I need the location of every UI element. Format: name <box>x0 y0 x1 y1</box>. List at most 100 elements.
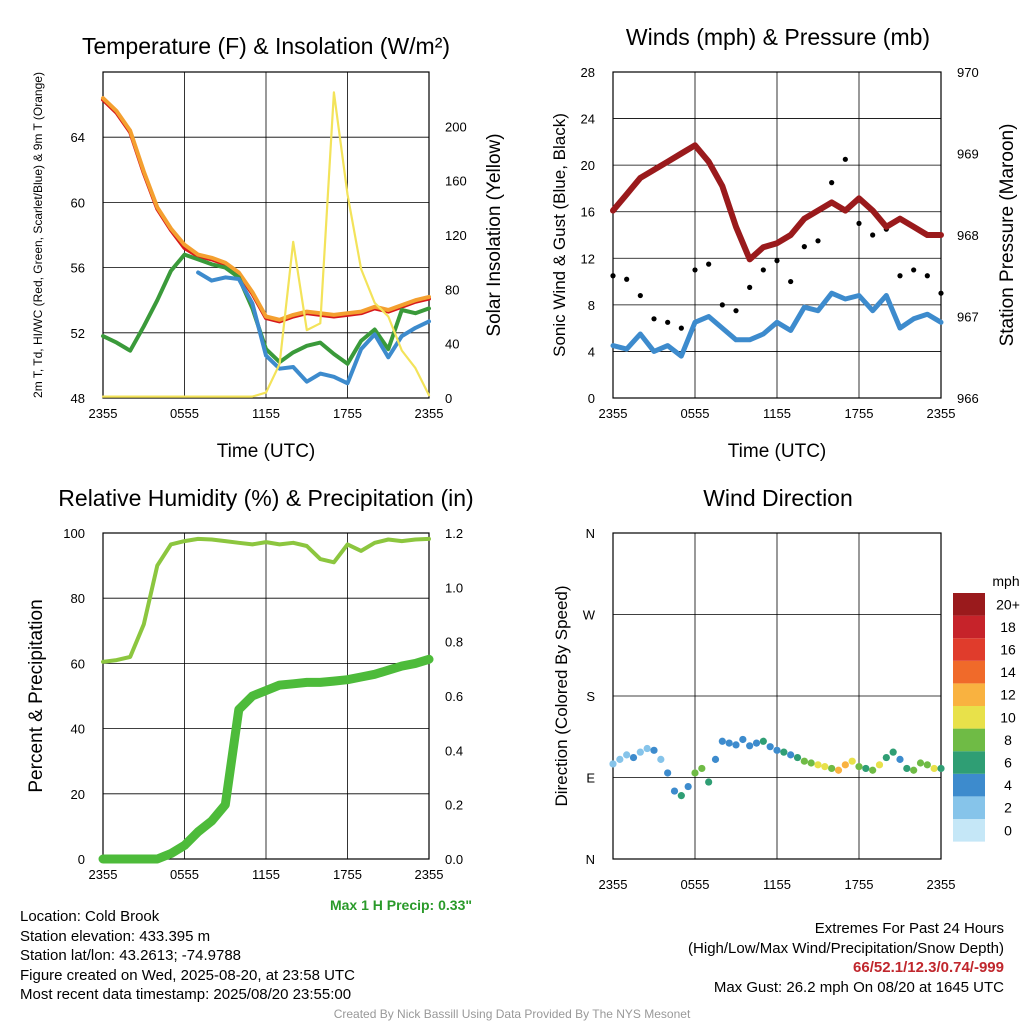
gust-point <box>692 267 698 273</box>
y-tick-label: 12 <box>581 251 595 266</box>
y2-tick-label: 40 <box>445 337 459 352</box>
legend-label: 4 <box>1004 777 1012 793</box>
gust-point <box>774 258 780 264</box>
direction-point <box>882 753 890 762</box>
direction-point <box>787 751 795 759</box>
y2-tick-label: 160 <box>445 174 467 189</box>
y2-tick-label: 967 <box>957 310 979 325</box>
direction-point <box>916 759 925 767</box>
legend-swatch <box>953 593 985 616</box>
direction-point <box>752 739 761 747</box>
gust-point <box>624 276 630 282</box>
direction-point <box>930 764 938 773</box>
direction-point <box>855 763 863 771</box>
plot-frame <box>102 532 430 860</box>
y2-axis-label: Station Pressure (Maroon) <box>997 124 1018 347</box>
x-tick-label: 1155 <box>763 877 791 892</box>
y-tick-label: S <box>586 689 595 704</box>
y2-tick-label: 1.0 <box>445 580 463 595</box>
direction-point <box>841 761 849 769</box>
y-axis-label: Percent & Precipitation <box>26 599 47 792</box>
gust-point <box>651 316 657 322</box>
legend-label: 10 <box>1000 709 1016 725</box>
series-line <box>196 270 431 386</box>
direction-point <box>711 755 720 763</box>
gust-point <box>719 302 725 308</box>
y-tick-label: 24 <box>581 112 595 127</box>
x-tick-label: 0555 <box>170 867 199 882</box>
y-tick-label: 52 <box>71 326 85 341</box>
direction-point <box>875 761 884 769</box>
gust-point <box>788 278 794 285</box>
x-tick-label: 1755 <box>845 877 874 892</box>
y-tick-label: W <box>583 608 596 623</box>
legend-label: 16 <box>1000 642 1016 658</box>
y2-tick-label: 966 <box>957 391 979 406</box>
y-tick-label: 56 <box>71 261 85 276</box>
station-latlon: Station lat/lon: 43.2613; -74.9788 <box>20 947 242 964</box>
direction-point <box>609 760 617 768</box>
gust-point <box>829 180 835 186</box>
x-tick-label: 1155 <box>252 867 280 882</box>
gust-point <box>870 232 876 238</box>
x-tick-label: 1755 <box>333 867 362 882</box>
direction-point <box>889 748 897 756</box>
x-tick-label: 2355 <box>415 406 444 421</box>
direction-point <box>896 755 904 763</box>
gust-point <box>665 319 671 325</box>
y-tick-label: 64 <box>71 130 85 145</box>
direction-point <box>759 737 767 745</box>
gust-point <box>938 290 944 296</box>
direction-point <box>800 757 808 765</box>
direction-point <box>739 735 747 744</box>
legend-label: 2 <box>1004 800 1012 816</box>
y-tick-label: 48 <box>71 391 85 406</box>
direction-point <box>705 778 713 786</box>
y-tick-label: N <box>586 852 595 867</box>
series-line <box>101 536 431 664</box>
direction-point <box>923 761 931 769</box>
direction-point <box>773 746 781 754</box>
legend-swatch <box>953 773 985 797</box>
gust-point <box>842 156 848 162</box>
gust-point <box>678 325 684 331</box>
gust-point <box>706 261 712 267</box>
gust-point <box>911 267 917 273</box>
gust-point <box>897 273 903 279</box>
direction-point <box>780 748 788 756</box>
series-line <box>98 654 434 864</box>
y2-axis-label: Solar Insolation (Yellow) <box>484 133 505 336</box>
direction-point <box>643 744 651 753</box>
direction-point <box>664 769 672 777</box>
legend-swatch <box>953 660 985 684</box>
chart-title: Temperature (F) & Insolation (W/m²) <box>82 33 450 59</box>
direction-point <box>684 782 692 791</box>
direction-point <box>766 743 774 751</box>
y2-tick-label: 120 <box>445 228 467 243</box>
y-tick-label: 40 <box>71 722 85 737</box>
y-tick-label: N <box>586 526 595 541</box>
direction-point <box>746 742 754 750</box>
gust-point <box>637 292 643 299</box>
direction-point <box>848 757 856 765</box>
y2-tick-label: 969 <box>957 147 979 162</box>
x-tick-label: 2355 <box>415 867 444 882</box>
direction-point <box>814 761 822 769</box>
x-tick-label: 1755 <box>845 406 874 421</box>
direction-point <box>869 766 877 774</box>
y2-tick-label: 0.8 <box>445 635 463 650</box>
x-tick-label: 0555 <box>681 877 710 892</box>
direction-point <box>691 769 699 777</box>
legend-swatch <box>953 728 985 752</box>
recent-timestamp: Most recent data timestamp: 2025/08/20 2… <box>20 986 352 1003</box>
x-tick-label: 0555 <box>681 406 710 421</box>
direction-point <box>862 764 870 773</box>
y-tick-label: 20 <box>581 158 595 173</box>
legend-label: 8 <box>1004 732 1012 748</box>
x-tick-label: 2355 <box>599 877 628 892</box>
direction-point <box>793 753 802 762</box>
series-line <box>610 290 944 359</box>
x-tick-label: 2355 <box>599 406 628 421</box>
legend-label: 14 <box>1000 664 1016 680</box>
